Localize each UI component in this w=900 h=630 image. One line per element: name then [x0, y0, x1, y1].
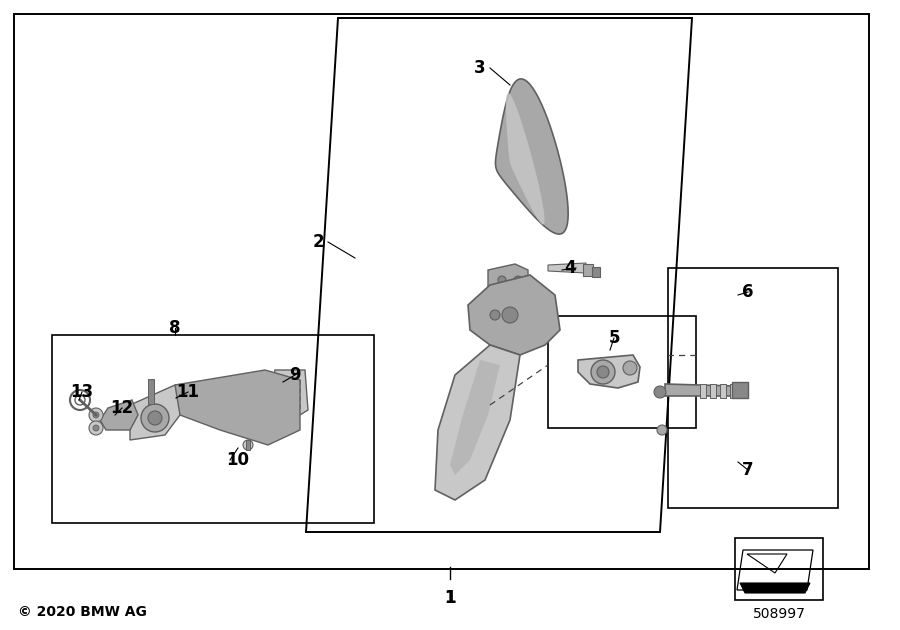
- Bar: [148, 379, 154, 404]
- Text: 10: 10: [227, 451, 249, 469]
- Bar: [278, 380, 300, 384]
- Bar: [668, 268, 838, 508]
- Circle shape: [490, 310, 500, 320]
- Text: 9: 9: [289, 366, 301, 384]
- Circle shape: [89, 408, 103, 422]
- Bar: [14, 14, 869, 569]
- Circle shape: [657, 425, 667, 435]
- Text: © 2020 BMW AG: © 2020 BMW AG: [18, 605, 147, 619]
- Text: 11: 11: [176, 383, 200, 401]
- Text: 508997: 508997: [752, 607, 806, 621]
- Circle shape: [89, 421, 103, 435]
- Bar: [548, 316, 696, 428]
- Bar: [592, 267, 600, 277]
- Text: 6: 6: [742, 283, 754, 301]
- Bar: [278, 396, 300, 400]
- Polygon shape: [496, 79, 568, 234]
- Bar: [52, 335, 374, 523]
- Polygon shape: [130, 375, 275, 440]
- Bar: [278, 404, 300, 408]
- Polygon shape: [665, 384, 735, 396]
- Polygon shape: [450, 360, 500, 475]
- Bar: [278, 388, 300, 392]
- Circle shape: [591, 360, 615, 384]
- Bar: [246, 440, 250, 450]
- Polygon shape: [578, 355, 640, 388]
- Circle shape: [141, 404, 169, 432]
- Bar: [730, 384, 736, 398]
- Text: 13: 13: [70, 383, 94, 401]
- Bar: [710, 384, 716, 398]
- Bar: [700, 384, 706, 398]
- Polygon shape: [548, 263, 586, 273]
- Text: 2: 2: [312, 233, 324, 251]
- Circle shape: [243, 440, 253, 450]
- Text: 1: 1: [445, 589, 455, 607]
- Text: 12: 12: [111, 399, 133, 417]
- Text: 5: 5: [608, 329, 620, 347]
- Circle shape: [93, 425, 99, 431]
- Polygon shape: [740, 583, 810, 593]
- Text: 8: 8: [169, 319, 181, 337]
- Circle shape: [148, 411, 162, 425]
- Polygon shape: [270, 370, 308, 418]
- Polygon shape: [506, 93, 544, 224]
- Circle shape: [597, 366, 609, 378]
- Circle shape: [502, 307, 518, 323]
- Circle shape: [654, 386, 666, 398]
- Polygon shape: [468, 275, 560, 355]
- Circle shape: [514, 276, 522, 284]
- Bar: [720, 384, 726, 398]
- Text: 4: 4: [564, 259, 576, 277]
- Bar: [735, 538, 823, 600]
- Circle shape: [93, 412, 99, 418]
- Text: 1: 1: [445, 589, 455, 607]
- Polygon shape: [100, 400, 138, 430]
- Bar: [583, 264, 593, 276]
- Text: 3: 3: [474, 59, 486, 77]
- Polygon shape: [732, 382, 748, 398]
- Text: 7: 7: [742, 461, 754, 479]
- Polygon shape: [435, 345, 520, 500]
- Polygon shape: [175, 370, 300, 445]
- Polygon shape: [488, 264, 528, 294]
- Circle shape: [498, 276, 506, 284]
- Circle shape: [623, 361, 637, 375]
